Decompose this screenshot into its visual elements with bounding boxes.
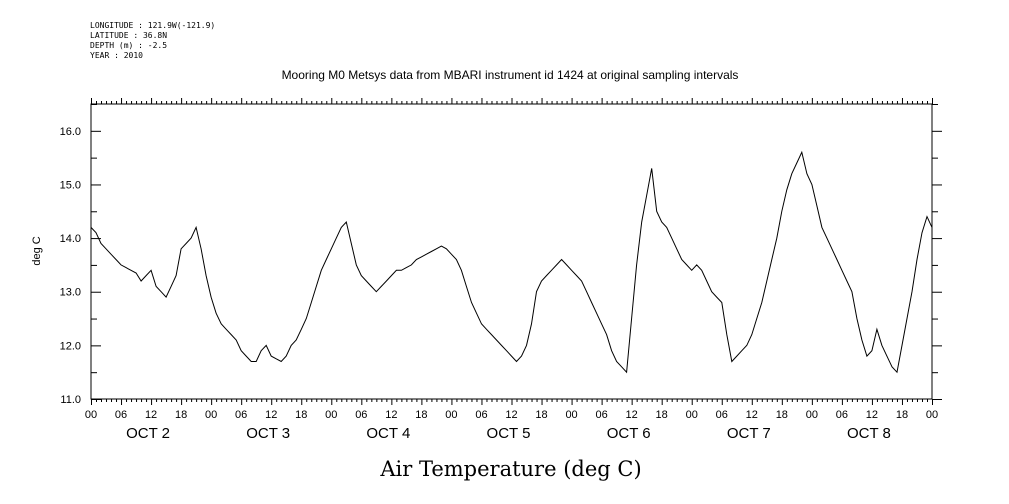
- x-tick-label: 00: [686, 409, 698, 421]
- x-tick-label: 06: [235, 409, 247, 421]
- x-tick-label: 00: [325, 409, 337, 421]
- y-axis-label: deg C: [31, 236, 43, 265]
- x-tick-label: 18: [415, 409, 427, 421]
- x-tick-label: 00: [445, 409, 457, 421]
- day-label: OCT 3: [246, 425, 290, 442]
- x-tick-label: 00: [806, 409, 818, 421]
- x-tick-label: 18: [535, 409, 547, 421]
- day-label: OCT 8: [847, 425, 891, 442]
- x-tick-label: 12: [145, 409, 157, 421]
- latitude-text: LATITUDE : 36.8N: [90, 31, 168, 40]
- day-label: OCT 4: [366, 425, 410, 442]
- x-tick-label: 00: [926, 409, 938, 421]
- x-tick-label: 12: [626, 409, 638, 421]
- day-label: OCT 2: [126, 425, 170, 442]
- axis-ticks: [91, 98, 942, 405]
- y-tick-labels: 11.0 12.0 13.0 14.0 15.0 16.0: [60, 126, 81, 406]
- x-tick-label: 12: [505, 409, 517, 421]
- x-tick-label: 12: [746, 409, 758, 421]
- metadata-block: LONGITUDE : 121.9W(-121.9) LATITUDE : 36…: [90, 21, 215, 61]
- y-tick-label: 15.0: [60, 179, 81, 191]
- x-tick-label: 00: [85, 409, 97, 421]
- x-tick-label: 18: [295, 409, 307, 421]
- x-tick-label: 06: [836, 409, 848, 421]
- x-tick-label: 06: [595, 409, 607, 421]
- x-tick-label: 06: [355, 409, 367, 421]
- chart-title: Mooring M0 Metsys data from MBARI instru…: [281, 68, 739, 82]
- y-tick-label: 16.0: [60, 126, 81, 138]
- air-temperature-line: [90, 150, 933, 374]
- x-tick-label: 18: [175, 409, 187, 421]
- x-axis-title: Air Temperature (deg C): [379, 457, 641, 481]
- day-label: OCT 5: [487, 425, 531, 442]
- x-tick-label: 06: [475, 409, 487, 421]
- day-labels: OCT 2 OCT 3 OCT 4 OCT 5 OCT 6 OCT 7 OCT 8: [126, 425, 891, 442]
- x-tick-label: 12: [385, 409, 397, 421]
- year-text: YEAR : 2010: [90, 51, 143, 60]
- x-tick-label: 12: [265, 409, 277, 421]
- x-tick-label: 18: [896, 409, 908, 421]
- y-tick-label: 13.0: [60, 287, 81, 299]
- y-tick-label: 14.0: [60, 233, 81, 245]
- x-tick-labels: 00 06 12 18 00 06 12 18 00 06 12 18 00 06 12 18 00 06 12 18…: [85, 409, 938, 421]
- x-tick-label: 00: [205, 409, 217, 421]
- day-label: OCT 7: [727, 425, 771, 442]
- x-tick-label: 12: [866, 409, 878, 421]
- x-tick-label: 06: [716, 409, 728, 421]
- y-tick-label: 12.0: [60, 340, 81, 352]
- day-label: OCT 6: [607, 425, 651, 442]
- x-tick-label: 06: [115, 409, 127, 421]
- x-tick-label: 00: [565, 409, 577, 421]
- plot-frame: [90, 103, 933, 400]
- longitude-text: LONGITUDE : 121.9W(-121.9): [90, 21, 216, 30]
- y-tick-label: 11.0: [60, 394, 81, 406]
- depth-text: DEPTH (m) : -2.5: [90, 41, 168, 50]
- x-tick-label: 18: [776, 409, 788, 421]
- x-tick-label: 18: [656, 409, 668, 421]
